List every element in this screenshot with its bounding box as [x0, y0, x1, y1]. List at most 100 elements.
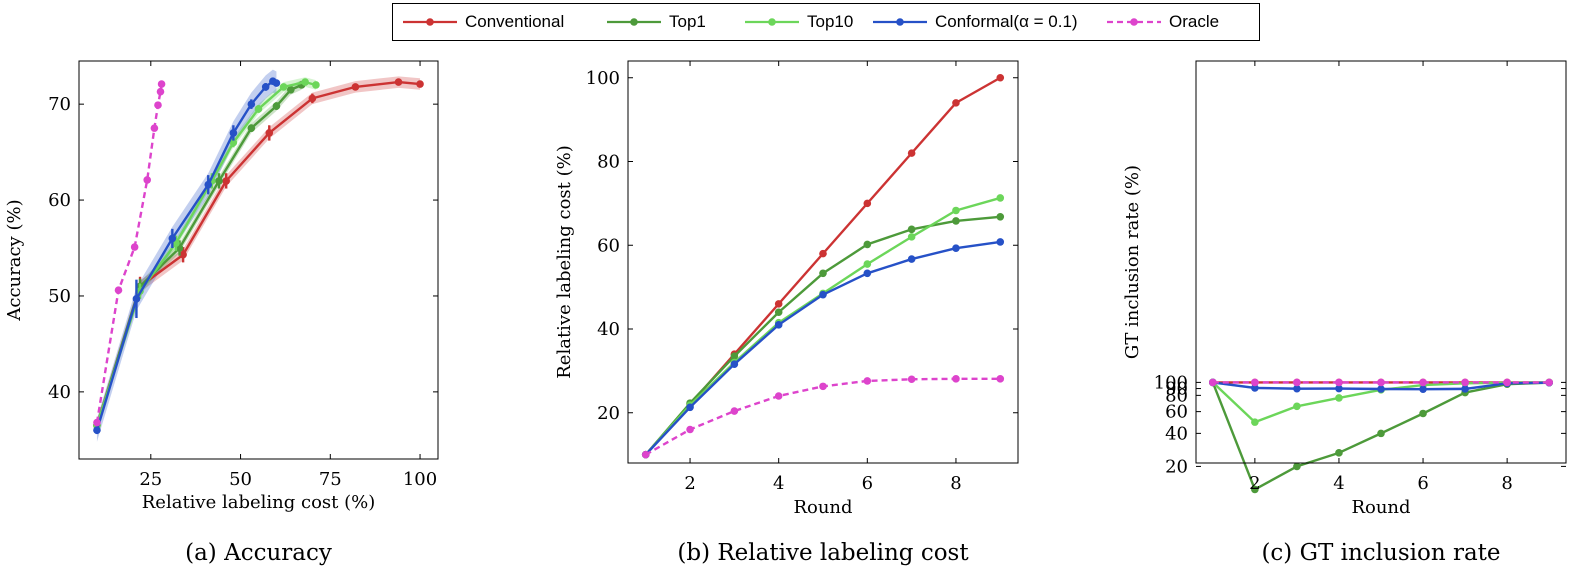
data-point: [279, 83, 288, 91]
data-point: [1461, 385, 1469, 393]
series-line: [95, 80, 421, 426]
data-point: [1503, 378, 1511, 387]
data-point: [1419, 378, 1427, 387]
x-axis-label: Relative labeling cost (%): [142, 492, 376, 513]
data-point: [1335, 449, 1343, 457]
plot-frame: [78, 60, 439, 460]
data-point: [287, 85, 295, 94]
y-axis-label: Accuracy (%): [4, 199, 25, 321]
y-tick-label: 80: [597, 152, 620, 173]
data-point: [819, 290, 827, 299]
data-point: [1377, 378, 1385, 387]
data-point: [1251, 378, 1259, 387]
data-point: [1335, 394, 1343, 402]
data-point: [863, 377, 872, 385]
y-axis-label: Relative labeling cost (%): [554, 145, 575, 379]
y-tick-label: 100: [1154, 372, 1188, 393]
data-point: [1209, 378, 1217, 387]
data-point: [1251, 418, 1259, 426]
data-point: [730, 352, 739, 361]
x-tick-label: 8: [1501, 473, 1512, 494]
plot-frame: [627, 60, 1019, 464]
data-point: [1251, 485, 1259, 494]
x-axis-label: Round: [1351, 497, 1410, 518]
data-point: [907, 149, 916, 157]
plot-frame: [1195, 60, 1567, 464]
data-point: [819, 269, 827, 278]
data-point: [1377, 385, 1385, 393]
chart-caption: (b) Relative labeling cost: [677, 540, 969, 566]
series-line: [644, 196, 1001, 456]
series-line: [95, 80, 317, 426]
data-point: [996, 212, 1005, 221]
data-point: [907, 225, 916, 234]
data-point: [247, 124, 256, 132]
data-point: [952, 99, 960, 107]
data-point: [863, 260, 872, 268]
legend-label: Top1: [669, 12, 706, 31]
data-point: [774, 392, 783, 400]
legend-label: Oracle: [1169, 12, 1220, 31]
legend-swatch: [1107, 18, 1161, 26]
data-point: [312, 81, 320, 89]
x-tick-label: 4: [773, 473, 784, 494]
data-point: [272, 79, 281, 87]
series-line: [645, 377, 1001, 456]
data-point: [308, 94, 317, 103]
data-point: [132, 295, 141, 303]
data-point: [157, 80, 166, 88]
data-point: [774, 308, 783, 317]
data-point: [261, 83, 270, 91]
y-axis-label: GT inclusion rate (%): [1122, 165, 1143, 359]
data-point: [229, 129, 238, 137]
data-point: [130, 243, 139, 251]
data-point: [247, 100, 256, 108]
data-point: [1377, 429, 1385, 438]
data-point: [1293, 378, 1301, 387]
data-point: [1293, 384, 1301, 393]
data-point: [1545, 378, 1553, 387]
data-point: [952, 244, 960, 252]
x-tick-label: 100: [403, 469, 437, 490]
data-point: [179, 250, 187, 259]
data-point: [416, 80, 424, 88]
data-point: [156, 87, 165, 96]
data-point: [93, 418, 101, 427]
data-point: [952, 217, 960, 225]
data-point: [1419, 385, 1427, 394]
data-point: [1335, 384, 1343, 393]
data-point: [863, 199, 872, 208]
data-point: [222, 177, 230, 185]
data-point: [952, 206, 960, 215]
x-tick-label: 25: [139, 469, 162, 490]
x-tick-label: 50: [229, 469, 252, 490]
series-band: [96, 76, 421, 432]
legend-item: Conventional: [401, 4, 564, 40]
x-axis-label: Round: [793, 497, 852, 518]
data-point: [1419, 409, 1427, 418]
data-point: [907, 255, 916, 263]
legend-item: Top10: [743, 4, 853, 40]
data-point: [996, 375, 1005, 383]
x-tick-label: 6: [862, 473, 873, 494]
chart-caption: (c) GT inclusion rate: [1261, 540, 1500, 566]
data-point: [168, 234, 177, 243]
y-tick-label: 40: [1165, 423, 1188, 444]
legend-label: Top10: [807, 12, 854, 31]
data-point: [265, 129, 274, 137]
data-point: [730, 360, 739, 368]
legend-item: Oracle: [1105, 4, 1219, 40]
data-point: [150, 124, 159, 132]
data-point: [774, 300, 783, 308]
data-point: [1293, 402, 1301, 411]
data-point: [204, 180, 213, 189]
series-band: [96, 77, 316, 431]
x-tick-label: 4: [1333, 473, 1344, 494]
data-point: [229, 138, 238, 147]
y-tick-label: 20: [597, 403, 620, 424]
y-tick-label: 40: [48, 382, 71, 403]
y-tick-label: 80: [1165, 385, 1188, 406]
data-point: [952, 375, 960, 383]
data-point: [1293, 462, 1301, 471]
